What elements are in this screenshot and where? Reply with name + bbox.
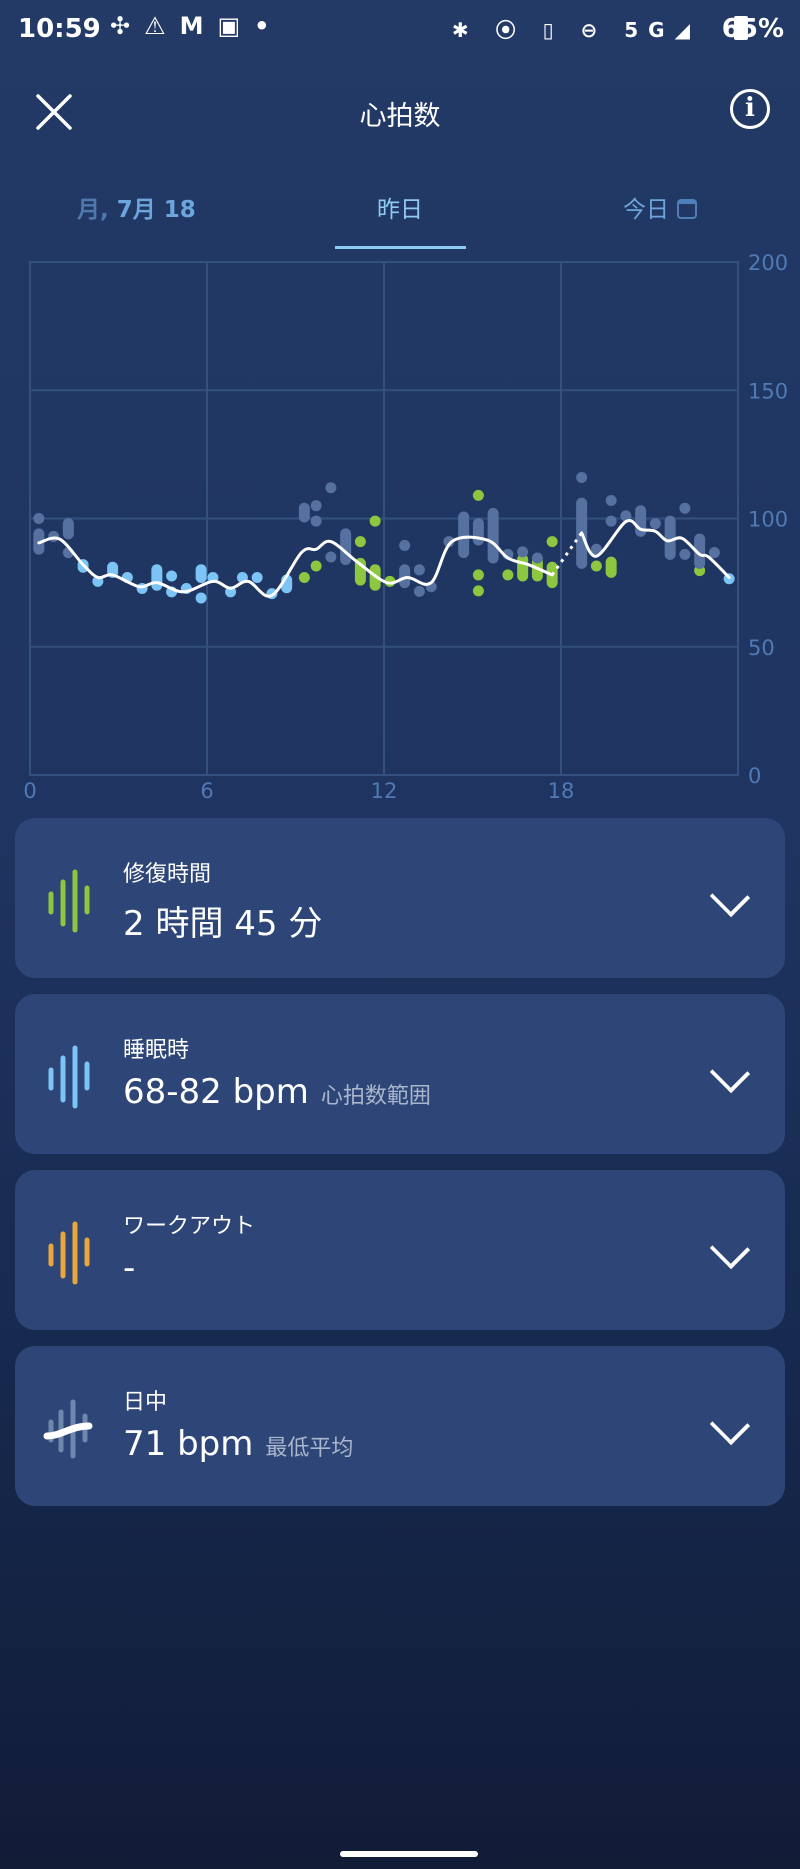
home-indicator[interactable]	[340, 1851, 478, 1857]
battery-icon	[734, 16, 748, 40]
notification-icons: ✣⚠M▣•	[110, 12, 284, 40]
page-title: 心拍数	[359, 101, 441, 132]
hr-point-other	[708, 547, 720, 559]
system-icons: ✱ ⦿ ▯ ⊖ 5G◢	[451, 18, 700, 42]
hr-trend-line	[580, 519, 731, 579]
y-tick-label: 50	[748, 636, 775, 660]
hr-point-active	[502, 569, 514, 581]
info-icon[interactable]: i	[730, 89, 770, 129]
hr-point-other	[590, 543, 602, 555]
hr-point-other	[413, 585, 425, 597]
tab-previous-day[interactable]: 月, 7月 18	[77, 190, 196, 224]
card-sub: 最低平均	[265, 1436, 354, 1461]
tab-today[interactable]: 今日	[623, 190, 697, 224]
card-value-text: 71 bpm	[123, 1424, 254, 1464]
hr-point-active	[590, 560, 602, 572]
card-value-text: 68-82 bpm	[123, 1072, 309, 1112]
tab-today-label: 今日	[623, 197, 669, 223]
tab-yesterday[interactable]: 昨日	[0, 190, 800, 224]
hr-point-other	[399, 539, 411, 551]
hr-point-other	[605, 515, 617, 527]
chevron-down-icon[interactable]	[709, 1404, 751, 1446]
hr-point-active	[354, 536, 366, 548]
card-label: 睡眠時	[123, 1038, 190, 1063]
hr-point-active	[472, 585, 484, 597]
summary-card-2[interactable]: ワークアウト -	[15, 1170, 785, 1330]
close-icon[interactable]	[34, 92, 74, 132]
recovery-wave-icon	[48, 869, 90, 933]
hr-point-other	[605, 495, 617, 507]
card-value: -	[123, 1248, 135, 1288]
hr-point-other	[679, 548, 691, 560]
chevron-down-icon[interactable]	[709, 876, 751, 918]
hr-point-other	[443, 536, 455, 548]
hr-point-other	[325, 551, 337, 563]
card-label: ワークアウト	[123, 1214, 256, 1239]
summary-card-3[interactable]: 日中 71 bpm 最低平均	[15, 1346, 785, 1506]
hr-point-active	[369, 515, 381, 527]
hr-point-other	[620, 510, 632, 522]
x-tick-label: 0	[23, 779, 36, 803]
hr-gap-dotted-line	[550, 532, 583, 576]
card-value-text: -	[123, 1248, 136, 1288]
x-tick-label: 12	[371, 779, 398, 803]
sleep-wave-icon	[48, 1045, 90, 1109]
active-tab-indicator	[335, 246, 466, 249]
daytime-wave-icon	[43, 1399, 93, 1459]
x-tick-label: 18	[548, 779, 575, 803]
workout-wave-icon	[48, 1221, 90, 1285]
y-tick-label: 0	[748, 764, 761, 788]
hr-point-active	[472, 489, 484, 501]
card-value-text: 2 時間 45 分	[123, 904, 323, 944]
tab-prev-date: 7月 18	[116, 197, 196, 223]
x-tick-label: 6	[200, 779, 213, 803]
summary-card-1[interactable]: 睡眠時 68-82 bpm 心拍数範囲	[15, 994, 785, 1154]
card-label: 修復時間	[123, 862, 212, 887]
hr-point-active	[298, 571, 310, 583]
chevron-down-icon[interactable]	[709, 1228, 751, 1270]
hr-point-other	[517, 546, 529, 558]
hr-point-other	[413, 564, 425, 576]
hr-trend-line	[37, 535, 554, 598]
tab-yesterday-label: 昨日	[377, 197, 423, 223]
card-value: 68-82 bpm 心拍数範囲	[123, 1072, 431, 1112]
battery-percent: 65%	[721, 14, 784, 44]
hr-point-other	[310, 515, 322, 527]
calendar-icon[interactable]	[677, 199, 697, 219]
status-time: 10:59	[18, 14, 101, 44]
y-tick-label: 200	[748, 251, 788, 275]
card-value: 2 時間 45 分	[123, 896, 322, 945]
heart-rate-chart: 0 50 100 150 200 0 6 12 18	[23, 251, 788, 803]
hr-point-other	[679, 502, 691, 514]
hr-point-active	[546, 536, 558, 548]
status-bar: 10:59 ✣⚠M▣• ✱ ⦿ ▯ ⊖ 5G◢ 65%	[0, 0, 800, 60]
hr-point-other	[531, 552, 543, 564]
hr-point-active	[472, 569, 484, 581]
hr-point-other	[649, 518, 661, 530]
card-value: 71 bpm 最低平均	[123, 1424, 353, 1464]
chevron-down-icon[interactable]	[709, 1052, 751, 1094]
summary-card-0[interactable]: 修復時間 2 時間 45 分	[15, 818, 785, 978]
hr-point-sleep	[166, 570, 178, 582]
hr-point-other	[576, 471, 588, 483]
hr-point-active	[310, 560, 322, 572]
network-label: 5G	[624, 18, 675, 42]
tab-prev-weekday: 月,	[77, 197, 109, 223]
card-sub: 心拍数範囲	[320, 1084, 431, 1109]
hr-point-sleep	[195, 592, 207, 604]
hr-point-other	[325, 482, 337, 494]
hr-point-other	[33, 513, 45, 524]
card-label: 日中	[123, 1390, 168, 1415]
y-tick-label: 150	[748, 379, 788, 403]
hr-point-other	[310, 500, 322, 512]
hr-point-sleep	[251, 571, 263, 583]
y-tick-label: 100	[748, 508, 788, 532]
